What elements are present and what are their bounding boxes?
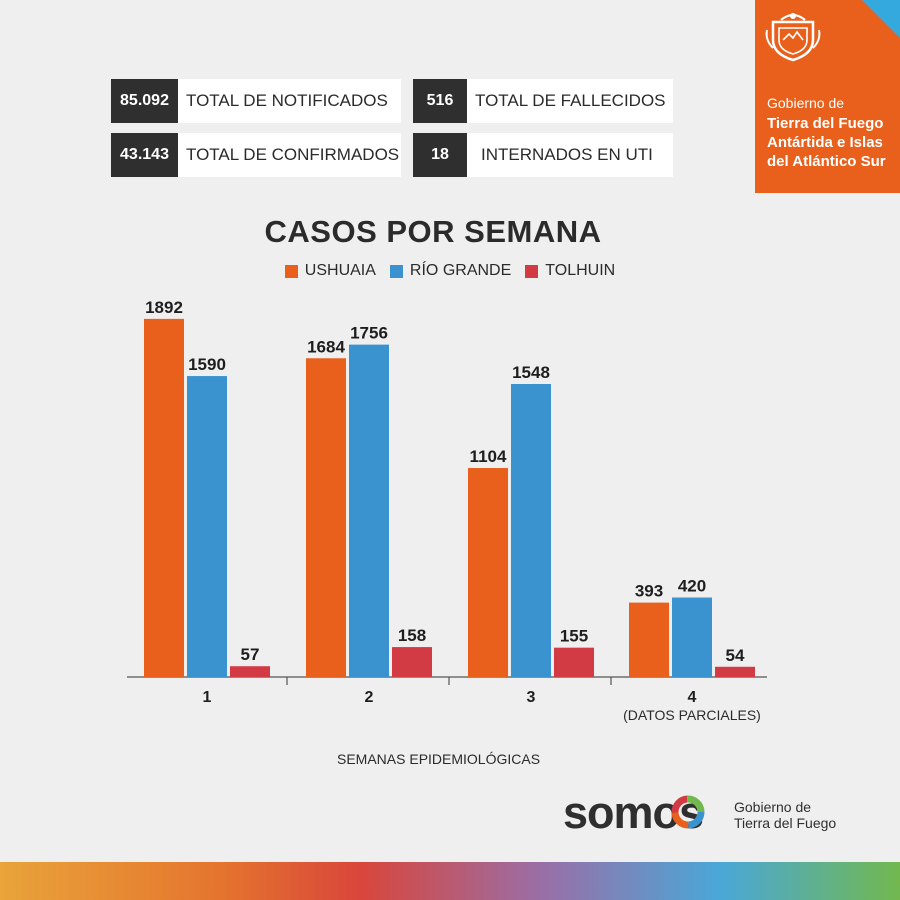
data-label: 1756: [350, 324, 388, 343]
data-label: 1892: [145, 298, 183, 317]
data-label: 1104: [470, 447, 507, 466]
data-label: 1590: [188, 355, 226, 374]
coat-of-arms-icon: [765, 13, 821, 62]
legend-swatch: [389, 264, 403, 278]
stat-internados-uti: 18 INTERNADOS EN UTI: [413, 133, 673, 177]
data-label: 54: [726, 646, 745, 665]
bar-ushuaia-week-4: [629, 602, 669, 677]
data-label: 155: [560, 627, 588, 646]
brand-line-1: Gobierno de: [767, 95, 845, 111]
bar-rio-grande-week-1: [187, 376, 227, 677]
corner-accent: [862, 0, 900, 38]
gradient-footer-bar: [0, 862, 900, 900]
x-tick-label: 4: [688, 689, 697, 706]
stat-value: 43.143: [111, 133, 178, 177]
x-tick-label: 1: [203, 689, 212, 706]
legend-item-ushuaia: USHUAIA: [284, 262, 376, 280]
stat-value: 18: [413, 133, 467, 177]
data-label: 57: [241, 645, 260, 664]
somos-sub-line-1: Gobierno de: [734, 799, 812, 815]
data-label: 1684: [307, 337, 345, 356]
data-label: 420: [678, 577, 706, 596]
bar-rio-grande-week-3: [511, 383, 551, 677]
bar-rio-grande-week-4: [672, 597, 712, 677]
bar-tolhuin-week-2: [392, 647, 432, 677]
stat-value: 516: [413, 79, 467, 123]
legend-label: RÍO GRANDE: [409, 262, 512, 279]
legend-label: TOLHUIN: [545, 262, 616, 279]
bar-rio-grande-week-2: [349, 344, 389, 677]
bar-tolhuin-week-1: [230, 666, 270, 677]
somos-ring-icon: [671, 795, 705, 829]
brand-line-2: Tierra del Fuego Antártida e Islas del A…: [767, 115, 886, 170]
stat-label: TOTAL DE NOTIFICADOS: [186, 91, 388, 110]
somos-logo-text: somos: [563, 787, 704, 838]
legend-swatch: [525, 264, 539, 278]
x-tick-label: 3: [527, 689, 536, 706]
x-tick-label: 2: [365, 689, 374, 706]
government-brand-panel: Gobierno de Tierra del Fuego Antártida e…: [755, 0, 900, 193]
somos-sub-line-2: Tierra del Fuego: [734, 815, 837, 831]
legend-label: USHUAIA: [304, 262, 376, 279]
stat-confirmados: 43.143 TOTAL DE CONFIRMADOS: [111, 133, 401, 177]
chart-legend: USHUAIA RÍO GRANDE TOLHUIN: [0, 262, 900, 280]
bar-tolhuin-week-3: [554, 647, 594, 677]
stat-notificados: 85.092 TOTAL DE NOTIFICADOS: [111, 79, 401, 123]
stat-label: TOTAL DE CONFIRMADOS: [186, 145, 400, 164]
legend-swatch: [284, 264, 298, 278]
chart-title: CASOS POR SEMANA: [264, 214, 602, 249]
stat-fallecidos: 516 TOTAL DE FALLECIDOS: [413, 79, 673, 123]
bar-ushuaia-week-1: [144, 318, 184, 677]
bar-tolhuin-week-4: [715, 666, 755, 677]
data-label: 393: [635, 582, 663, 601]
stat-label: INTERNADOS EN UTI: [481, 145, 653, 164]
stat-value: 85.092: [111, 79, 178, 123]
x-axis-title: SEMANAS EPIDEMIOLÓGICAS: [337, 751, 541, 767]
x-tick-note: (DATOS PARCIALES): [623, 707, 761, 723]
data-label: 1548: [512, 363, 550, 382]
bar-ushuaia-week-3: [468, 468, 508, 677]
somos-subtitle: Gobierno de Tierra del Fuego: [734, 799, 836, 831]
data-label: 158: [398, 626, 426, 645]
legend-item-rio-grande: RÍO GRANDE: [389, 262, 512, 280]
legend-item-tolhuin: TOLHUIN: [525, 262, 615, 280]
bar-ushuaia-week-2: [306, 358, 346, 677]
stat-label: TOTAL DE FALLECIDOS: [475, 91, 666, 110]
